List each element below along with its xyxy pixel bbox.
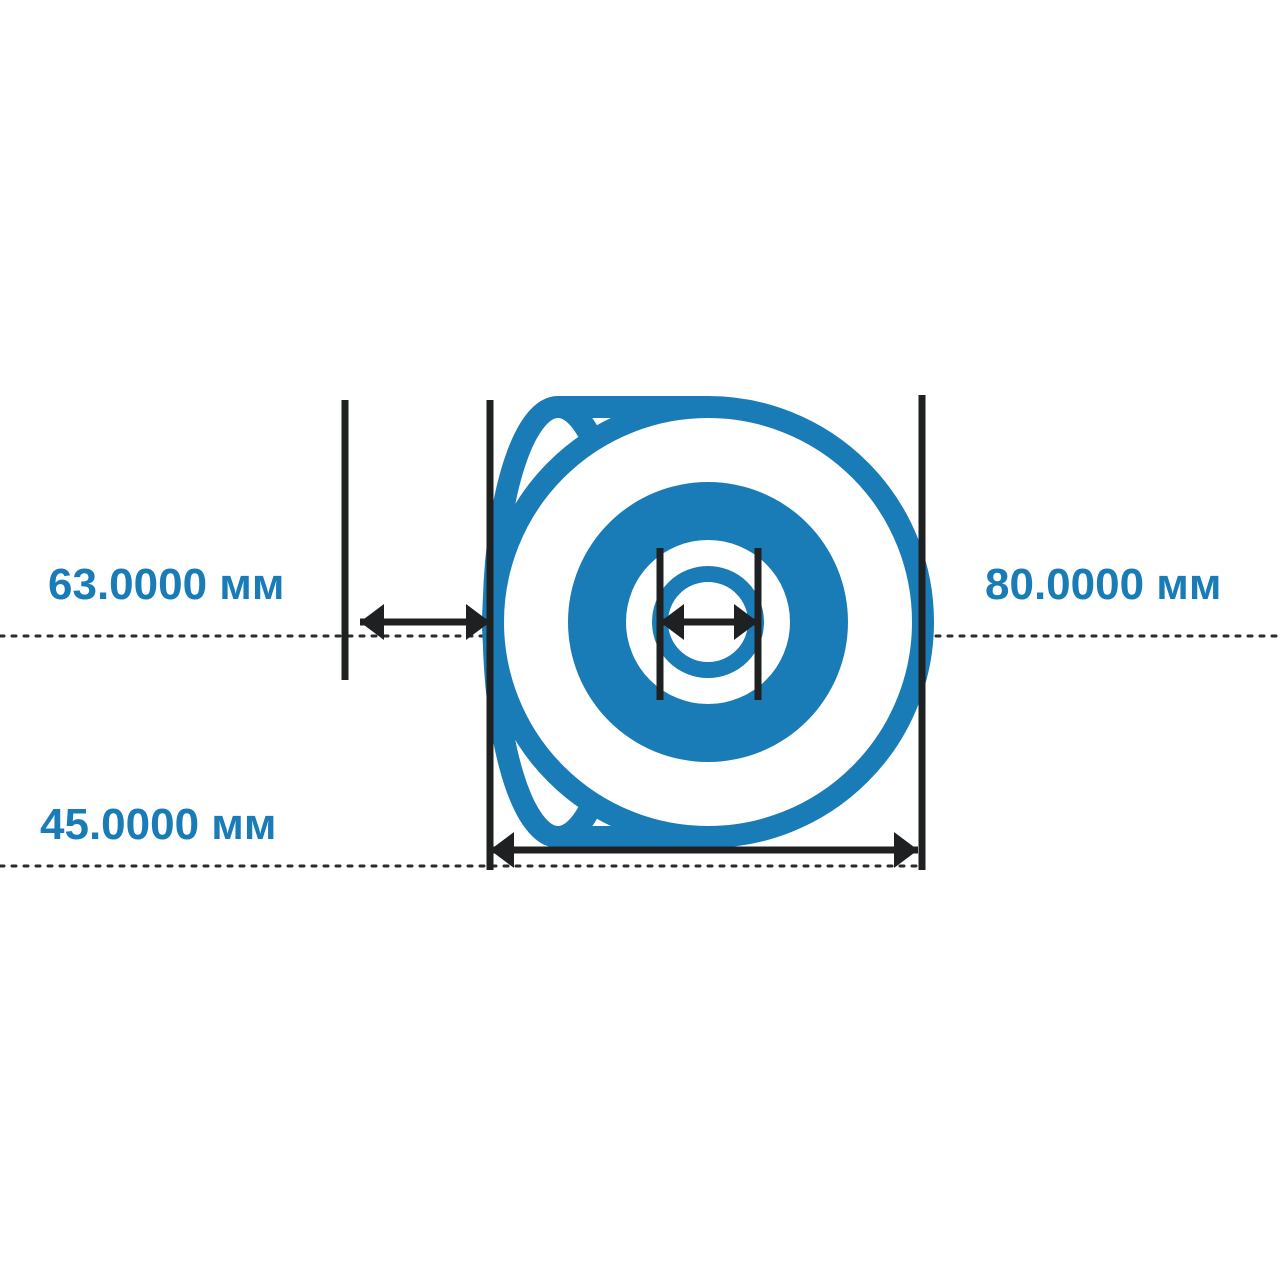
dimension-label-left-upper: 63.0000 мм [48, 560, 284, 610]
dimension-label-right-upper: 80.0000 мм [985, 560, 1221, 610]
diagram-stage: 63.0000 мм 45.0000 мм 80.0000 мм [0, 0, 1280, 1280]
bearing-diagram [0, 0, 1280, 1280]
dimension-label-left-lower: 45.0000 мм [40, 800, 276, 850]
